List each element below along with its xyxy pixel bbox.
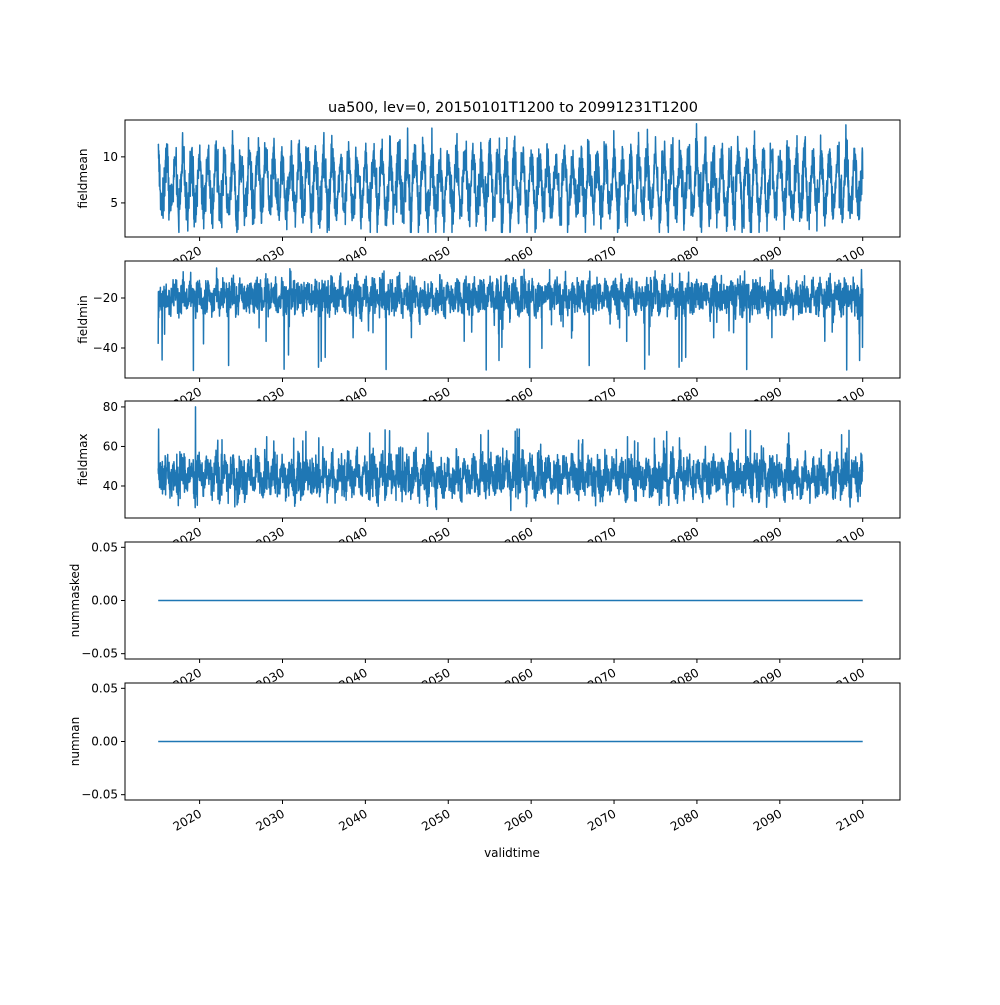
y-axis-label: fieldmean (76, 149, 90, 209)
x-tick-label: 2070 (585, 806, 618, 833)
y-tick-label: 60 (103, 439, 118, 453)
x-tick-label: 2100 (834, 806, 867, 833)
x-tick-label: 2040 (336, 806, 369, 833)
axes-frame (124, 260, 901, 379)
fieldmean-line (157, 122, 864, 234)
y-tick-label: 0.00 (91, 735, 118, 749)
x-tick-label: 2050 (419, 806, 452, 833)
x-tick-label: 2020 (171, 806, 204, 833)
subplot-numnan: −0.05 0.00 0.05 numnan 2020 2030 2040 2050 2060 2… (68, 681, 901, 834)
y-tick-label: 80 (103, 400, 118, 414)
y-tick-label: −0.05 (81, 647, 118, 661)
y-tick-label: −0.05 (81, 788, 118, 802)
fieldmax-line (157, 406, 864, 512)
x-axis-label: validtime (484, 846, 540, 860)
y-axis-label: nummasked (68, 564, 82, 638)
y-tick-label: −40 (93, 341, 118, 355)
x-tick-label: 2060 (502, 806, 535, 833)
y-tick-label: −20 (93, 291, 118, 305)
y-tick-label: 0.05 (91, 681, 118, 695)
x-tick-label: 2090 (751, 806, 784, 833)
y-axis-label: numnan (68, 717, 82, 766)
chart-title: ua500, lev=0, 20150101T1200 to 20991231T… (328, 100, 698, 116)
x-tick-label: 2030 (254, 806, 287, 833)
y-tick-label: 0.00 (91, 594, 118, 608)
y-tick-label: 10 (103, 150, 118, 164)
y-tick-label: 0.05 (91, 540, 118, 554)
y-axis-label: fieldmin (76, 295, 90, 344)
x-tick-label: 2080 (668, 806, 701, 833)
fieldmin-line (157, 267, 864, 372)
axes-frame (124, 119, 901, 238)
y-tick-label: 5 (110, 196, 118, 210)
axes-background (125, 261, 900, 378)
y-tick-label: 40 (103, 479, 118, 493)
y-axis-label: fieldmax (76, 433, 90, 485)
axes-frame (124, 400, 901, 519)
